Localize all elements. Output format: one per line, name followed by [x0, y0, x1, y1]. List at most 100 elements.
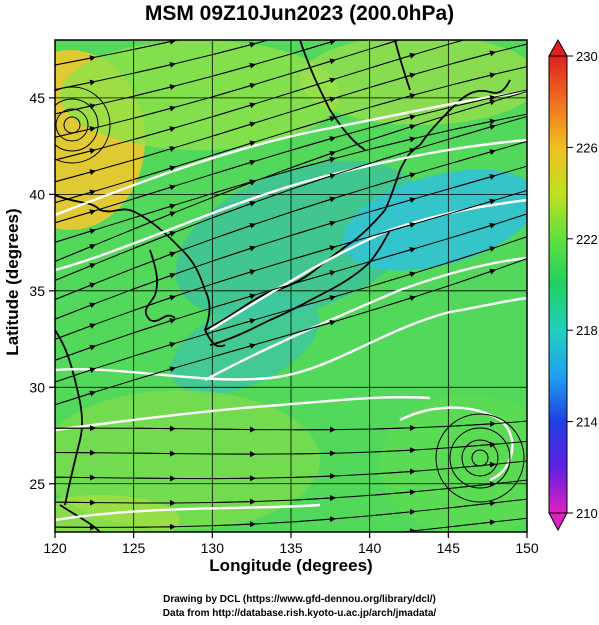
wind-arrow — [374, 489, 416, 496]
x-tick-label: 135 — [279, 540, 303, 556]
wind-arrow — [214, 293, 256, 308]
wind-arrow — [374, 222, 416, 236]
colorbar-tick-label: 222 — [576, 232, 598, 247]
wind-arrow — [214, 102, 256, 117]
wind-arrow — [215, 22, 255, 32]
wind-arrow — [374, 72, 416, 87]
wind-arrow — [294, 319, 336, 334]
wind-arrow — [135, 17, 175, 25]
wind-arrow — [294, 40, 336, 54]
wind-arrow — [294, 473, 336, 480]
wind-arrow — [375, 16, 415, 28]
wind-arrow — [134, 40, 176, 50]
wind-arrow — [214, 159, 256, 174]
wind-arrow — [294, 270, 336, 284]
wind-arrow — [134, 295, 176, 311]
x-tick-label: 125 — [122, 540, 146, 556]
wind-arrow — [454, 149, 496, 163]
wind-arrow — [294, 220, 336, 235]
wind-arrow — [134, 251, 176, 269]
wind-arrow — [134, 341, 176, 357]
wind-arrow — [454, 124, 496, 138]
credit-data: Data from http://database.rish.kyoto-u.a… — [162, 608, 437, 619]
wind-arrow — [55, 390, 96, 406]
wind-arrow — [455, 11, 495, 23]
wind-arrow — [134, 366, 176, 381]
wind-arrow — [214, 180, 256, 197]
wind-arrow — [454, 268, 496, 285]
colorbar-tick-label: 226 — [576, 140, 598, 155]
y-tick-label: 25 — [29, 476, 45, 492]
wind-arrow — [215, 0, 255, 8]
streamline — [55, 40, 401, 138]
wind-arrow — [214, 222, 256, 239]
wind-arrow — [454, 461, 496, 469]
wind-arrow — [134, 126, 176, 140]
x-axis-label: Longitude (degrees) — [209, 556, 373, 575]
wind-arrow — [134, 165, 176, 180]
wind-arrow — [374, 424, 416, 431]
wind-arrow — [374, 271, 416, 286]
wind-arrow — [454, 50, 496, 64]
wind-streamlines — [55, 0, 527, 582]
vortex-markers — [55, 86, 525, 503]
wind-arrow — [294, 136, 336, 150]
wind-arrow — [454, 95, 496, 107]
wind-arrow — [55, 263, 96, 281]
streamline — [55, 40, 58, 41]
wind-arrow — [454, 420, 496, 427]
wind-arrow — [374, 508, 416, 516]
wind-arrow — [214, 343, 256, 357]
wind-arrow — [55, 244, 96, 262]
wind-arrow — [214, 521, 256, 528]
wind-arrow — [55, 344, 96, 361]
wind-arrow — [55, 282, 96, 301]
credit-drawing: Drawing by DCL (https://www.gfd-dennou.o… — [163, 594, 436, 605]
coastlines — [55, 40, 511, 532]
wind-arrow — [455, 541, 495, 545]
wind-arrow — [55, 169, 96, 183]
wind-arrow — [454, 174, 496, 188]
wind-arrow — [134, 203, 176, 218]
wind-arrow — [295, 21, 335, 33]
wind-arrow — [454, 198, 496, 213]
wind-arrow — [294, 96, 336, 111]
wind-arrow — [294, 173, 336, 189]
wind-arrow — [214, 140, 256, 155]
wind-arrow — [55, 55, 96, 66]
wind-arrow — [374, 247, 416, 261]
wind-arrow — [214, 179, 256, 194]
y-tick-label: 45 — [29, 90, 45, 106]
x-tick-label: 150 — [515, 540, 539, 556]
colorbar-tick-label: 230 — [576, 49, 598, 64]
wind-arrow — [374, 124, 416, 139]
y-tick-label: 40 — [29, 186, 45, 202]
x-tick-label: 145 — [437, 540, 461, 556]
colorbar: 230 226 222 218 214 210 — [548, 38, 598, 532]
wind-arrow — [134, 231, 176, 249]
temperature-field — [55, 40, 527, 532]
streamline — [55, 40, 181, 66]
wind-arrow — [454, 441, 496, 448]
wind-arrow — [294, 245, 336, 259]
wind-arrow — [214, 121, 256, 136]
wind-arrow — [55, 209, 96, 224]
wind-arrow — [134, 84, 176, 97]
wind-arrow — [454, 481, 496, 489]
x-tick-label: 140 — [358, 540, 382, 556]
wind-arrow — [294, 495, 336, 502]
wind-arrow — [375, 0, 415, 9]
wind-arrow — [454, 246, 496, 261]
x-tick-label: 130 — [201, 540, 225, 556]
wind-arrow — [295, 578, 335, 582]
wind-arrow — [374, 114, 416, 127]
x-axis: 120 125 130 135 140 145 150 — [43, 532, 539, 556]
wind-arrow — [374, 52, 416, 67]
credits: Drawing by DCL (https://www.gfd-dennou.o… — [0, 593, 599, 621]
wind-arrow — [55, 8, 95, 16]
wind-arrow — [374, 197, 416, 211]
wind-arrow — [134, 318, 176, 333]
wind-arrow — [374, 40, 401, 48]
wind-arrow — [55, 40, 58, 41]
